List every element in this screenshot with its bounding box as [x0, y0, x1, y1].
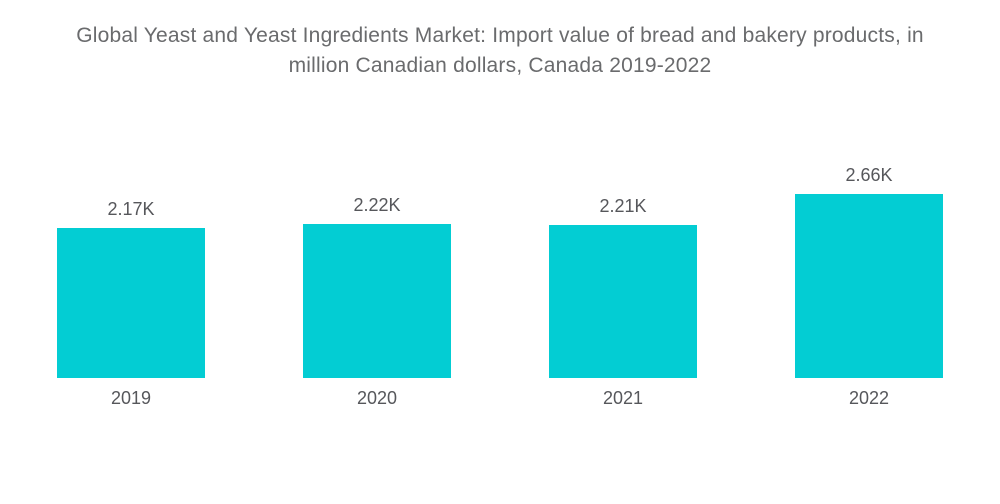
- bar-value-label: 2.21K: [599, 196, 647, 216]
- bar-group-2019: 2.17K 2019: [57, 198, 205, 409]
- bar-category-label: 2021: [602, 388, 644, 408]
- bar-category-label: 2022: [848, 388, 890, 408]
- bar-chart: 2.17K 2019 2.22K 2020 2.21K 2021 2.66K 2022: [0, 81, 1000, 409]
- chart-title: Global Yeast and Yeast Ingredients Marke…: [0, 0, 1000, 81]
- chart-title-line2: million Canadian dollars, Canada 2019-20…: [288, 54, 712, 77]
- bar-group-2020: 2.22K 2020: [303, 194, 451, 409]
- bar-value-label: 2.17K: [107, 199, 155, 219]
- chart-title-line1: Global Yeast and Yeast Ingredients Marke…: [76, 24, 924, 47]
- bar: [795, 194, 943, 378]
- bar: [303, 224, 451, 378]
- bar-value-label: 2.66K: [845, 165, 893, 185]
- bar-category-label: 2019: [110, 388, 152, 408]
- bar: [57, 228, 205, 378]
- bar-group-2021: 2.21K 2021: [549, 195, 697, 409]
- bar: [549, 225, 697, 378]
- bar-category-label: 2020: [356, 388, 398, 408]
- bar-group-2022: 2.66K 2022: [795, 164, 943, 409]
- bar-value-label: 2.22K: [353, 195, 401, 215]
